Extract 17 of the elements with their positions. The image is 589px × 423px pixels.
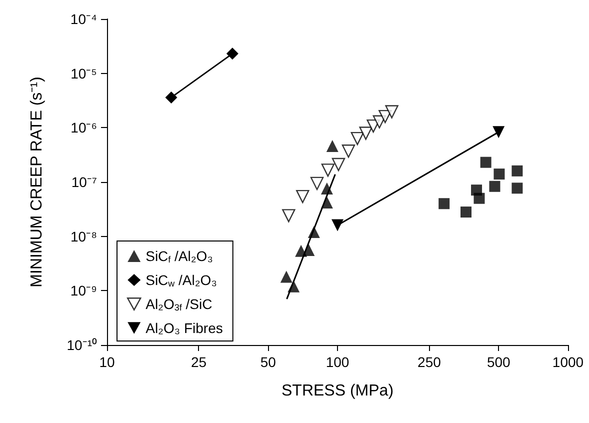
x-tick-label: 1000 <box>552 354 584 370</box>
x-tick-label: 25 <box>190 354 207 370</box>
legend-label: Al₂O₃ Fibres <box>146 320 223 336</box>
x-tick-label: 50 <box>260 354 276 370</box>
x-axis-title: STRESS (MPa) <box>281 382 394 400</box>
x-tick-label: 10 <box>99 354 115 370</box>
y-axis-title: MINIMUM CREEP RATE (s⁻¹) <box>28 76 46 288</box>
x-tick-label: 250 <box>418 354 442 370</box>
y-tick-label: 10⁻⁴ <box>70 11 97 27</box>
y-tick-label: 10⁻⁶ <box>70 120 97 136</box>
x-tick-label: 100 <box>326 354 350 370</box>
y-tick-label: 10⁻⁹ <box>70 282 97 299</box>
y-tick-label: 10⁻⁵ <box>70 65 97 82</box>
x-tick-label: 500 <box>486 354 511 370</box>
y-tick-label: 10⁻⁸ <box>70 228 98 244</box>
y-tick-label: 10⁻⁷ <box>71 174 97 190</box>
y-tick-label: 10⁻¹⁰ <box>66 337 97 353</box>
